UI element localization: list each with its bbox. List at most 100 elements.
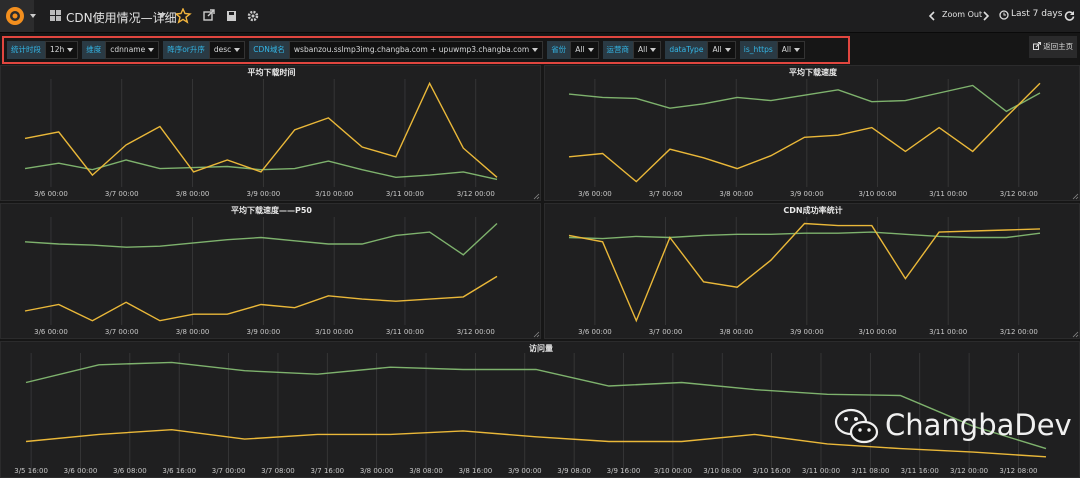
caret — [158, 13, 166, 18]
variable: 维度 cdnname — [82, 41, 160, 59]
panel: 平均下载速度——P50 3/6 00:00 3/7 00:00 3/8 00:00 3/… — [0, 203, 541, 339]
variable-value[interactable]: 12h — [45, 41, 79, 59]
panel-title: 平均下载速度 — [789, 67, 838, 77]
x-tick-label: 3/8 00:00 — [719, 190, 753, 198]
variable-label: 运营商 — [602, 41, 633, 59]
x-tick-label: 3/7 00:00 — [105, 328, 139, 336]
variable-value[interactable]: All — [633, 41, 662, 59]
home-button[interactable]: 返回主页 — [1029, 36, 1077, 58]
x-tick-label: 3/7 08:00 — [261, 467, 295, 475]
clock-icon — [999, 10, 1009, 20]
variable: 统计时段 12h — [7, 41, 79, 59]
x-tick-label: 3/7 16:00 — [310, 467, 344, 475]
series-line — [568, 84, 1041, 113]
variable-value-text[interactable]: cdnname — [110, 45, 146, 54]
caret — [724, 48, 731, 52]
variable: 运营商 All — [602, 41, 662, 59]
series-line — [25, 428, 1047, 458]
x-tick-label: 3/6 00:00 — [64, 467, 98, 475]
caret — [532, 48, 539, 52]
variable: is_https All — [739, 41, 806, 59]
caret-shape — [724, 48, 731, 52]
zoom-out[interactable]: Zoom Out — [942, 10, 983, 19]
caret-shape — [794, 48, 801, 52]
caret — [234, 48, 241, 52]
series-line — [24, 275, 498, 322]
series-line — [25, 361, 1047, 450]
x-tick-label: 3/8 00:00 — [176, 190, 210, 198]
panel: 平均下载速度 3/6 00:00 3/7 00:00 3/8 00:00 3/9 00:… — [544, 65, 1080, 201]
x-tick-label: 3/12 00:00 — [950, 467, 988, 475]
x-tick-label: 3/12 08:00 — [999, 467, 1037, 475]
panel-chart: 访问量 3/5 16:00 3/6 00:00 3/6 08:00 3/6 16:00 3… — [14, 343, 1047, 475]
variable-value-text[interactable]: 12h — [50, 45, 65, 54]
panel: 平均下载时间 3/6 00:00 3/7 00:00 3/8 00:00 3/9 00:… — [0, 65, 541, 201]
variable-value[interactable]: All — [707, 41, 736, 59]
variable-label: dataType — [665, 41, 708, 59]
x-tick-label: 3/6 00:00 — [578, 328, 612, 336]
refresh-icon[interactable] — [1064, 10, 1075, 21]
dashboard-title[interactable]: CDN使用情况—详细 — [66, 11, 177, 25]
series-line — [24, 222, 498, 256]
variable-value[interactable]: wsbanzou.sslmp3img.changba.com + upuwmp3… — [288, 41, 544, 59]
resize-handle — [1072, 193, 1079, 200]
panel: CDN成功率统计 3/6 00:00 3/7 00:00 3/8 00:00 3/9 0… — [544, 203, 1080, 339]
resize-handle — [1072, 331, 1079, 338]
home-button-label[interactable]: 返回主页 — [1043, 42, 1074, 51]
variable-value-text[interactable]: All — [638, 45, 648, 54]
toolbar-icons[interactable] — [176, 8, 276, 24]
x-tick-label: 3/8 00:00 — [176, 328, 210, 336]
panel-title: 平均下载速度——P50 — [231, 205, 312, 215]
x-tick-label: 3/7 00:00 — [649, 190, 683, 198]
caret — [67, 48, 74, 52]
variable-value-text[interactable]: All — [575, 45, 585, 54]
wechat-icon — [834, 408, 879, 444]
caret-shape — [67, 48, 74, 52]
logo[interactable] — [0, 0, 40, 32]
panel: 访问量 3/5 16:00 3/6 00:00 3/6 08:00 3/6 16:00 3… — [0, 341, 1080, 478]
variable-label: is_https — [739, 41, 777, 59]
caret — [148, 48, 155, 52]
variable-value-text[interactable]: All — [781, 45, 792, 54]
time-range[interactable]: Last 7 days — [1011, 9, 1063, 19]
panel-chart: 平均下载速度——P50 3/6 00:00 3/7 00:00 3/8 00:00 3/… — [24, 205, 540, 338]
variable: CDN域名 wsbanzou.sslmp3img.changba.com + up… — [249, 41, 544, 59]
variable-value-text[interactable]: All — [712, 45, 722, 54]
zoom-back[interactable] — [928, 11, 936, 21]
panel-title: CDN成功率统计 — [783, 205, 842, 215]
zoom-forward[interactable] — [982, 11, 990, 21]
x-tick-label: 3/10 00:00 — [858, 328, 896, 336]
x-tick-label: 3/6 16:00 — [162, 467, 196, 475]
caret-shape — [650, 48, 657, 52]
panel-chart: 平均下载时间 3/6 00:00 3/7 00:00 3/8 00:00 3/9 00:… — [24, 67, 540, 200]
x-tick-label: 3/6 00:00 — [578, 190, 612, 198]
x-tick-label: 3/10 00:00 — [315, 190, 353, 198]
x-tick-label: 3/12 00:00 — [1000, 328, 1038, 336]
x-tick-label: 3/8 00:00 — [360, 467, 394, 475]
x-tick-label: 3/7 00:00 — [649, 328, 683, 336]
x-tick-label: 3/10 08:00 — [703, 467, 741, 475]
variable-value[interactable]: All — [570, 41, 599, 59]
variable: dataType All — [665, 41, 736, 59]
resize-handle — [533, 193, 540, 200]
x-tick-label: 3/10 00:00 — [315, 328, 353, 336]
variable-value[interactable]: desc — [208, 41, 246, 59]
variable-value[interactable]: cdnname — [105, 41, 160, 59]
series-line — [24, 159, 498, 181]
x-tick-label: 3/9 00:00 — [247, 190, 281, 198]
x-tick-label: 3/9 00:00 — [790, 190, 824, 198]
x-tick-label: 3/11 00:00 — [802, 467, 840, 475]
x-tick-label: 3/9 00:00 — [508, 467, 542, 475]
variable-value[interactable]: All — [776, 41, 806, 59]
variable: 省份 All — [547, 41, 599, 59]
x-tick-label: 3/10 16:00 — [753, 467, 791, 475]
series-line — [568, 82, 1041, 183]
panel-title: 访问量 — [529, 343, 553, 353]
x-tick-label: 3/8 08:00 — [409, 467, 443, 475]
x-tick-label: 3/6 00:00 — [34, 328, 68, 336]
variable-value-text[interactable]: wsbanzou.sslmp3img.changba.com + upuwmp3… — [293, 45, 530, 54]
link-icon — [1032, 42, 1041, 50]
x-tick-label: 3/11 00:00 — [929, 190, 967, 198]
variable-value-text[interactable]: desc — [213, 45, 232, 54]
caret-shape — [234, 48, 241, 52]
